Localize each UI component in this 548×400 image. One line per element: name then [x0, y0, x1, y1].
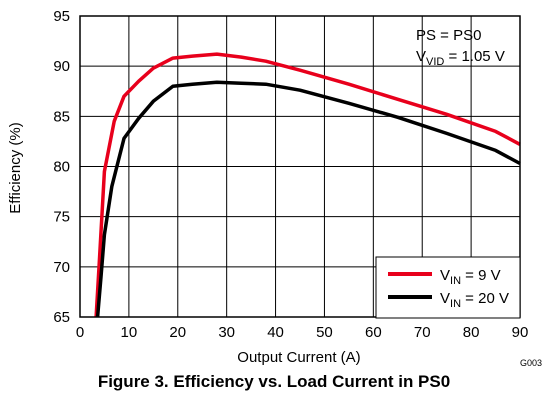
vvid-main: V: [416, 48, 426, 65]
plot-frame: [79, 15, 521, 318]
legend-9-sub: IN: [450, 275, 461, 287]
legend-20-sub: IN: [450, 298, 461, 310]
y-tick-label: 65: [53, 309, 70, 326]
x-tick-label: 90: [512, 324, 529, 341]
y-tick-label: 80: [53, 159, 70, 176]
y-tick-label: 70: [53, 259, 70, 276]
x-axis-title: Output Current (A): [237, 349, 360, 366]
x-tick-label: 50: [316, 324, 333, 341]
x-tick-label: 0: [76, 324, 84, 341]
figure-caption: Figure 3. Efficiency vs. Load Current in…: [97, 372, 451, 391]
y-tick-labels: 65 70 75 80 85 90 95: [53, 8, 70, 326]
legend-label-vin-20: VIN = 20 V: [440, 290, 509, 310]
x-tick-labels: 0 10 20 30 40 50 60 70 80 90: [76, 324, 529, 341]
x-tick-label: 80: [463, 324, 480, 341]
series-lines: [94, 52, 521, 318]
series-line-vin-20: [95, 80, 521, 318]
efficiency-chart: 65 70 75 80 85 90 95 0 10 20 30 40 50 60 70 80 90 Effic…: [7, 8, 542, 368]
legend-box: [375, 256, 521, 319]
y-tick-label: 90: [53, 58, 70, 75]
x-tick-label: 10: [121, 324, 138, 341]
y-tick-label: 85: [53, 108, 70, 125]
legend: VIN = 9 V VIN = 20 V: [375, 256, 521, 319]
x-tick-label: 30: [218, 324, 235, 341]
legend-20-rest: = 20 V: [461, 290, 509, 307]
legend-label-vin-9: VIN = 9 V: [440, 267, 501, 287]
condition-note-ps: PS = PS0: [416, 27, 481, 44]
vvid-rest: = 1.05 V: [444, 48, 504, 65]
series-line-vin-9: [94, 52, 521, 318]
vvid-sub: VID: [426, 56, 444, 68]
x-tick-label: 60: [365, 324, 382, 341]
condition-note-vvid: VVID = 1.05 V: [416, 48, 505, 68]
legend-9-rest: = 9 V: [461, 267, 501, 284]
y-tick-label: 95: [53, 8, 70, 25]
legend-20-main: V: [440, 290, 450, 307]
y-axis-title: Efficiency (%): [7, 122, 24, 213]
figure-code: G003: [520, 358, 542, 368]
x-tick-label: 40: [267, 324, 284, 341]
legend-9-main: V: [440, 267, 450, 284]
y-tick-label: 75: [53, 209, 70, 226]
x-tick-label: 70: [414, 324, 431, 341]
x-tick-label: 20: [169, 324, 186, 341]
